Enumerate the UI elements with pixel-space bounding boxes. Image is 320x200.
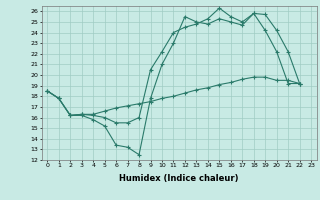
X-axis label: Humidex (Indice chaleur): Humidex (Indice chaleur) (119, 174, 239, 183)
